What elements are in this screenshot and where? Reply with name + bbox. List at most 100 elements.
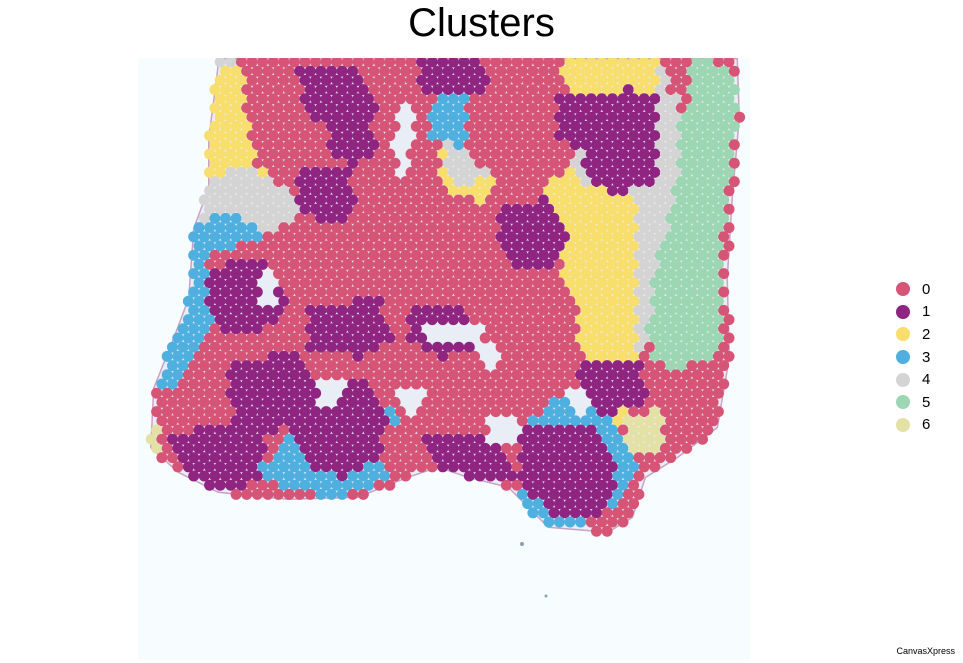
spot-cluster-1 <box>294 396 306 408</box>
spot-cluster-0 <box>347 286 359 298</box>
spot-cluster-0 <box>400 212 412 224</box>
spot-cluster-1 <box>299 406 311 418</box>
spot-cluster-0 <box>495 341 507 353</box>
spot-cluster-0 <box>400 84 412 96</box>
spot-cluster-1 <box>251 360 263 372</box>
spot-cluster-0 <box>394 240 406 252</box>
spot-cluster-0 <box>516 415 528 427</box>
spot-cluster-0 <box>447 203 459 215</box>
spot-cluster-0 <box>299 350 311 362</box>
spot-cluster-0 <box>633 488 645 500</box>
spot-cluster-0 <box>495 249 507 261</box>
spot-cluster-4 <box>659 130 671 142</box>
spot-cluster-0 <box>453 286 465 298</box>
spot-cluster-0 <box>347 212 359 224</box>
spot-cluster-2 <box>601 286 613 298</box>
spot-cluster-3 <box>532 498 544 510</box>
spot-cluster-0 <box>331 240 343 252</box>
spot-cluster-3 <box>612 488 624 500</box>
spot-cluster-3 <box>559 396 571 408</box>
spot-cluster-2 <box>596 203 608 215</box>
spot-cluster-5 <box>691 130 703 142</box>
spot-cluster-1 <box>251 396 263 408</box>
spot-cluster-1 <box>442 304 454 316</box>
spot-cluster-0 <box>416 130 428 142</box>
spot-cluster-0 <box>612 507 624 519</box>
spot-cluster-0 <box>479 369 491 381</box>
spot-cluster-4 <box>198 212 210 224</box>
spot-cluster-0 <box>167 452 178 464</box>
spot-cluster-0 <box>421 268 433 280</box>
spot-cluster-1 <box>214 479 226 491</box>
spot-cluster-5 <box>654 323 666 335</box>
spot-cluster-0 <box>379 396 390 408</box>
spot-cluster-1 <box>347 120 359 132</box>
spot-cluster-0 <box>485 212 496 224</box>
spot-cluster-0 <box>553 148 565 160</box>
spot-cluster-0 <box>410 286 422 298</box>
spot-cluster-1 <box>225 369 237 381</box>
spot-cluster-0 <box>357 268 369 280</box>
spot-cluster-3 <box>575 516 587 528</box>
spot-cluster-4 <box>251 176 263 188</box>
spot-cluster-1 <box>352 111 364 123</box>
spot-cluster-1 <box>569 488 581 500</box>
spot-cluster-0 <box>161 406 173 418</box>
spot-cluster-0 <box>543 166 555 178</box>
spot-cluster-1 <box>363 295 375 307</box>
spot-cluster-4 <box>633 268 645 280</box>
spot-cluster-0 <box>432 378 443 390</box>
spot-cluster-0 <box>310 350 322 362</box>
spot-cluster-2 <box>220 139 231 151</box>
spot-cluster-5 <box>697 139 708 151</box>
spot-cluster-1 <box>638 387 650 399</box>
spot-cluster-0 <box>283 231 295 243</box>
spot-cluster-0 <box>638 406 650 418</box>
spot-cluster-0 <box>490 166 502 178</box>
legend-item-0: 0 <box>896 278 930 301</box>
spot-cluster-0 <box>352 222 364 234</box>
spot-cluster-0 <box>373 166 385 178</box>
spot-cluster-2 <box>569 231 581 243</box>
spot-cluster-2 <box>606 58 618 68</box>
spot-cluster-1 <box>373 314 385 326</box>
spot-cluster-1 <box>310 74 322 86</box>
spot-cluster-1 <box>575 479 587 491</box>
spot-cluster-5 <box>712 148 724 160</box>
spot-cluster-0 <box>336 157 348 169</box>
spot-cluster-3 <box>251 231 263 243</box>
spot-cluster-0 <box>331 258 343 270</box>
spot-cluster-0 <box>532 185 544 197</box>
spot-cluster-5 <box>670 277 682 289</box>
spot-cluster-1 <box>220 323 231 335</box>
spot-cluster-1 <box>320 203 332 215</box>
spot-cluster-0 <box>315 157 327 169</box>
spot-cluster-1 <box>294 433 306 445</box>
spot-cluster-1 <box>304 304 316 316</box>
spot-cluster-1 <box>368 102 380 114</box>
spot-cluster-0 <box>490 185 502 197</box>
spot-cluster-0 <box>251 157 263 169</box>
spot-cluster-1 <box>569 470 581 482</box>
spot-cluster-6 <box>151 424 163 436</box>
spot-cluster-0 <box>336 249 348 261</box>
spot-cluster-3 <box>220 212 231 224</box>
spot-cluster-1 <box>347 65 359 77</box>
spot-cluster-2 <box>569 84 581 96</box>
spot-cluster-1 <box>585 387 597 399</box>
spot-cluster-1 <box>357 396 369 408</box>
spot-cluster-0 <box>341 240 353 252</box>
spot-cluster-0 <box>384 166 396 178</box>
spot-cluster-0 <box>283 341 295 353</box>
spot-cluster-1 <box>591 157 602 169</box>
spot-cluster-3 <box>538 507 549 519</box>
spot-cluster-1 <box>437 461 449 473</box>
spot-cluster-1 <box>500 222 512 234</box>
spot-cluster-0 <box>209 396 221 408</box>
spot-cluster-0 <box>384 442 396 454</box>
spot-cluster-3 <box>241 231 253 243</box>
spot-cluster-5 <box>691 111 703 123</box>
spot-cluster-0 <box>299 58 311 68</box>
spot-cluster-4 <box>638 203 650 215</box>
spot-cluster-0 <box>665 433 677 445</box>
